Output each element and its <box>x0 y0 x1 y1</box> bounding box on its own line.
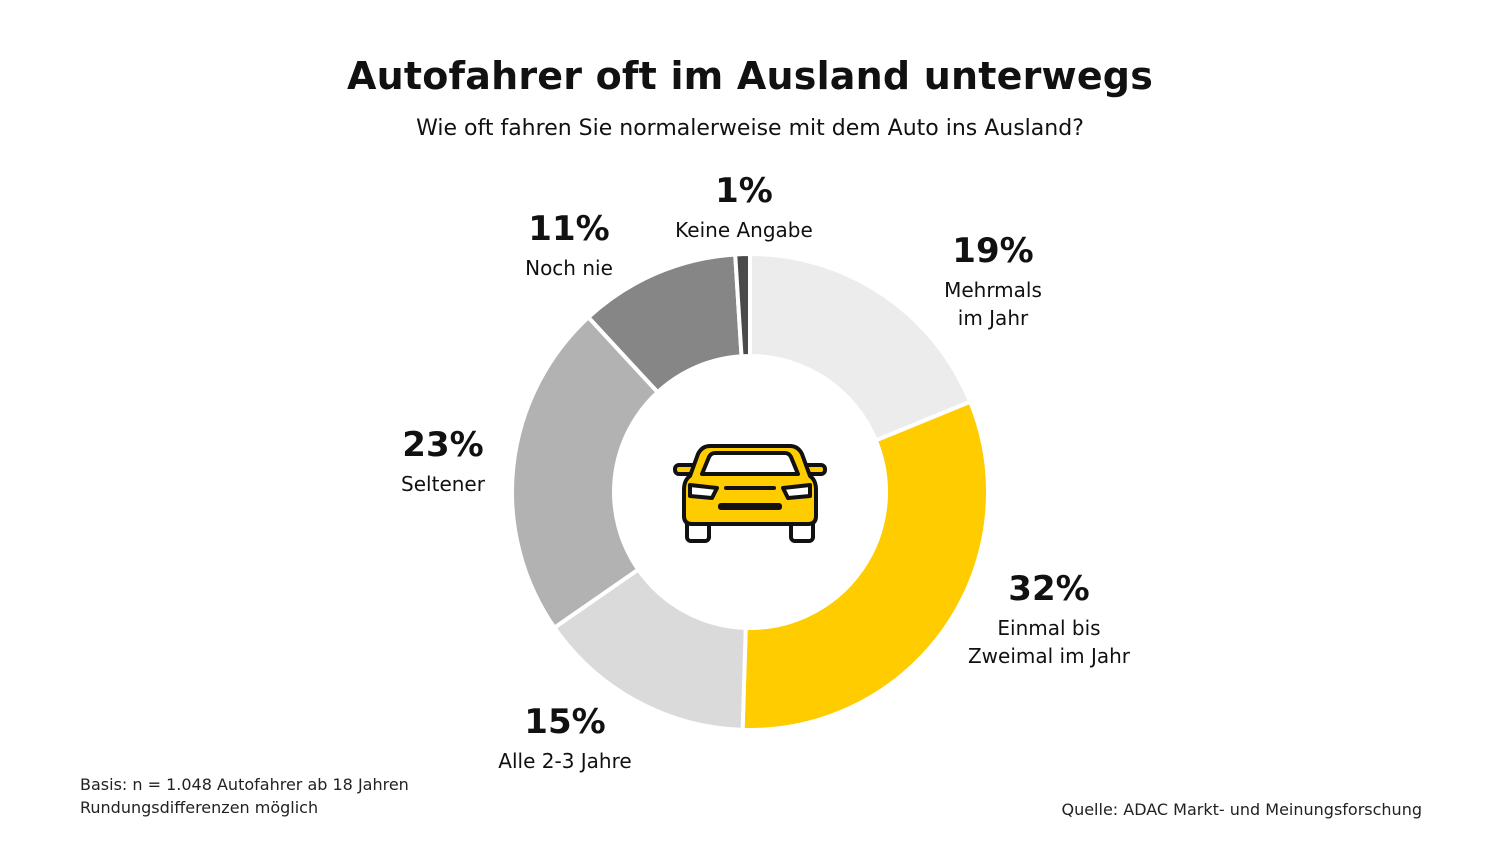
value-label: 15% <box>524 702 605 742</box>
value-label: 19% <box>952 231 1033 271</box>
category-label: Noch nie <box>525 256 613 280</box>
category-label: Alle 2-3 Jahre <box>498 749 631 773</box>
value-label: 32% <box>1008 569 1089 609</box>
category-label: Einmal bis <box>997 616 1100 640</box>
value-label: 23% <box>402 425 483 465</box>
category-label: Keine Angabe <box>675 218 813 242</box>
donut-slices <box>510 252 990 732</box>
value-label: 11% <box>528 209 609 249</box>
chart-title: Autofahrer oft im Ausland unterwegs <box>346 54 1154 98</box>
category-label: Seltener <box>401 472 486 496</box>
slice-einmal-bis-zweimal-im-jahr <box>740 399 990 732</box>
slice-mehrmals-im-jahr <box>748 252 973 443</box>
footnote: Basis: n = 1.048 Autofahrer ab 18 Jahren… <box>80 773 409 819</box>
value-label: 1% <box>715 171 773 211</box>
car-icon <box>673 444 827 543</box>
slice-keine-angabe <box>733 252 752 359</box>
category-label: im Jahr <box>958 306 1029 330</box>
chart-subtitle: Wie oft fahren Sie normalerweise mit dem… <box>416 116 1084 141</box>
source-note: Quelle: ADAC Markt- und Meinungsforschun… <box>1061 800 1422 819</box>
category-label: Zweimal im Jahr <box>968 644 1131 668</box>
category-label: Mehrmals <box>944 278 1042 302</box>
slice-seltener <box>510 315 660 630</box>
footnote-line: Rundungsdifferenzen möglich <box>80 798 319 817</box>
footnote-line: Basis: n = 1.048 Autofahrer ab 18 Jahren <box>80 775 409 794</box>
slice-labels: 19% Mehrmals im Jahr 32% Einmal bis Zweimal i… <box>401 171 1131 773</box>
